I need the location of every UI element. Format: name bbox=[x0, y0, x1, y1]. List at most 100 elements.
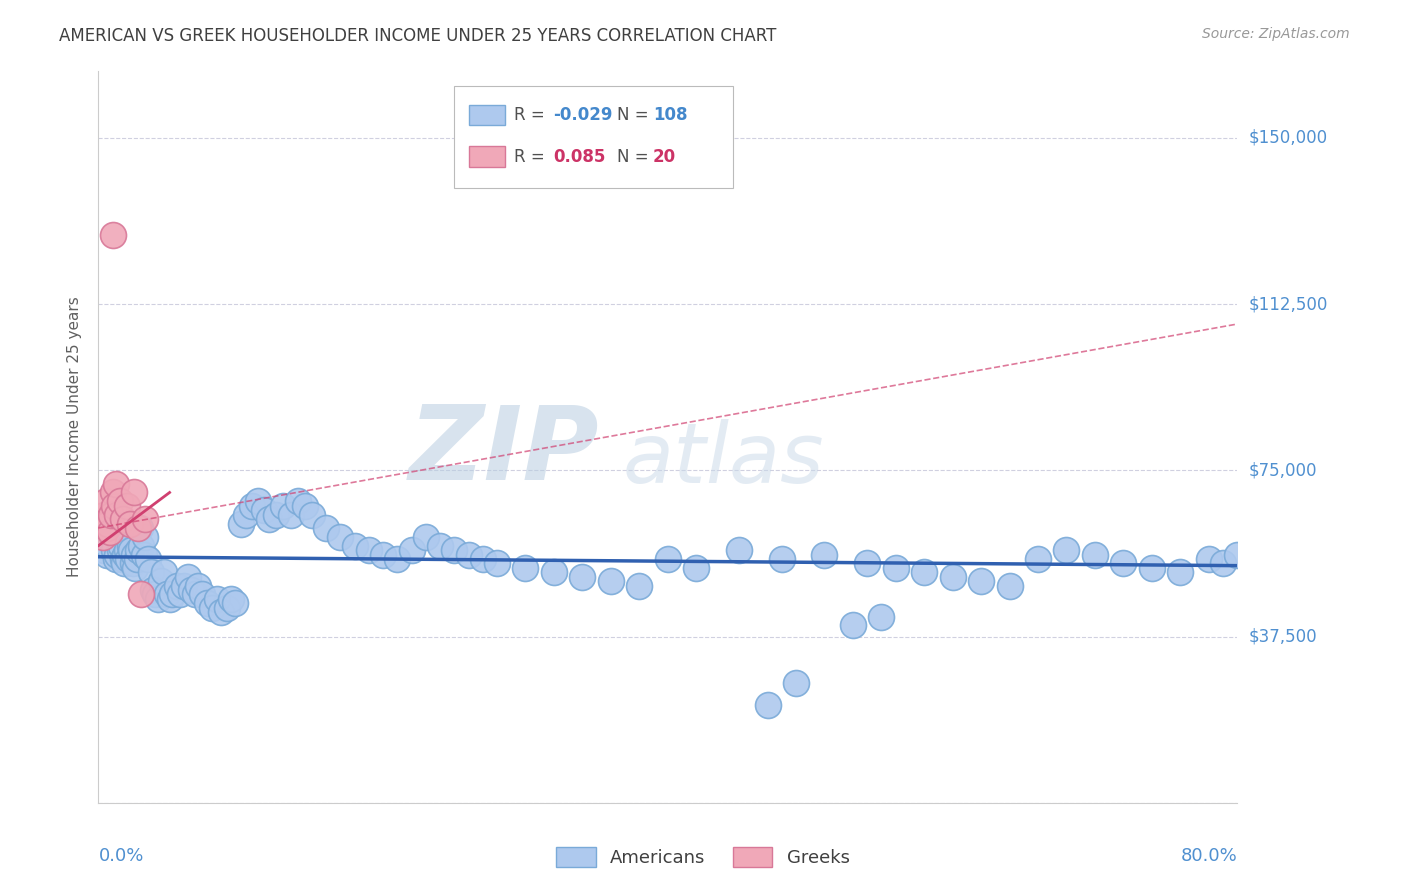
Text: N =: N = bbox=[617, 148, 659, 166]
Point bbox=[166, 578, 188, 592]
Point bbox=[229, 516, 252, 531]
Point bbox=[93, 543, 115, 558]
Point bbox=[105, 548, 128, 562]
Point bbox=[111, 552, 134, 566]
Point bbox=[357, 543, 380, 558]
Text: 108: 108 bbox=[652, 106, 688, 124]
Text: -0.029: -0.029 bbox=[553, 106, 613, 124]
Point bbox=[118, 516, 141, 531]
Point bbox=[115, 543, 138, 558]
Text: $112,500: $112,500 bbox=[1249, 295, 1327, 313]
Point bbox=[657, 552, 679, 566]
Point bbox=[180, 582, 202, 597]
Point bbox=[785, 676, 807, 690]
Point bbox=[486, 557, 509, 571]
Point bbox=[970, 574, 993, 589]
Text: $37,500: $37,500 bbox=[1249, 628, 1317, 646]
Point bbox=[387, 552, 409, 566]
Point bbox=[139, 566, 162, 580]
Point bbox=[101, 485, 124, 500]
Point bbox=[219, 591, 242, 606]
Point bbox=[246, 494, 269, 508]
Point bbox=[280, 508, 302, 522]
Point bbox=[301, 508, 323, 522]
Text: 0.085: 0.085 bbox=[553, 148, 605, 166]
Point bbox=[96, 548, 118, 562]
Point bbox=[187, 578, 209, 592]
Point bbox=[373, 548, 395, 562]
Text: $150,000: $150,000 bbox=[1249, 128, 1327, 147]
Point bbox=[159, 591, 181, 606]
Point bbox=[108, 494, 131, 508]
Point bbox=[343, 539, 366, 553]
Point bbox=[107, 530, 129, 544]
Point bbox=[215, 600, 238, 615]
Point bbox=[129, 587, 152, 601]
Point bbox=[870, 609, 893, 624]
Point bbox=[115, 499, 138, 513]
Point bbox=[628, 578, 651, 592]
Point bbox=[94, 494, 117, 508]
Point bbox=[145, 587, 167, 601]
Point bbox=[1140, 561, 1163, 575]
FancyBboxPatch shape bbox=[454, 86, 733, 188]
Text: N =: N = bbox=[617, 106, 654, 124]
Text: R =: R = bbox=[515, 148, 555, 166]
Point bbox=[127, 521, 149, 535]
Point bbox=[205, 591, 228, 606]
Point bbox=[443, 543, 465, 558]
Text: 80.0%: 80.0% bbox=[1181, 847, 1237, 864]
Point bbox=[111, 512, 134, 526]
Text: 20: 20 bbox=[652, 148, 676, 166]
Point bbox=[97, 516, 120, 531]
Point bbox=[329, 530, 352, 544]
Point bbox=[184, 587, 207, 601]
Point bbox=[294, 499, 316, 513]
Text: AMERICAN VS GREEK HOUSEHOLDER INCOME UNDER 25 YEARS CORRELATION CHART: AMERICAN VS GREEK HOUSEHOLDER INCOME UND… bbox=[59, 27, 776, 45]
Point bbox=[150, 574, 173, 589]
Point bbox=[515, 561, 537, 575]
Point bbox=[98, 521, 121, 535]
Point bbox=[96, 521, 118, 535]
Point bbox=[124, 561, 146, 575]
Point bbox=[134, 530, 156, 544]
Point bbox=[912, 566, 935, 580]
Point bbox=[122, 548, 145, 562]
Point bbox=[728, 543, 751, 558]
Point bbox=[128, 521, 150, 535]
Point bbox=[471, 552, 494, 566]
Point bbox=[100, 508, 122, 522]
Point bbox=[132, 548, 155, 562]
Point bbox=[842, 618, 865, 632]
Point bbox=[191, 587, 214, 601]
Point bbox=[98, 525, 121, 540]
Point bbox=[1112, 557, 1135, 571]
Text: R =: R = bbox=[515, 106, 550, 124]
Point bbox=[114, 548, 136, 562]
Point bbox=[121, 557, 143, 571]
Text: ZIP: ZIP bbox=[409, 401, 599, 502]
Point bbox=[756, 698, 779, 713]
Point bbox=[101, 228, 124, 243]
Text: $75,000: $75,000 bbox=[1249, 461, 1317, 479]
Point bbox=[117, 552, 139, 566]
Point bbox=[136, 552, 159, 566]
Point bbox=[156, 587, 179, 601]
Point bbox=[252, 503, 274, 517]
Point bbox=[104, 552, 127, 566]
Text: Source: ZipAtlas.com: Source: ZipAtlas.com bbox=[1202, 27, 1350, 41]
Point bbox=[101, 516, 124, 531]
Point bbox=[1026, 552, 1049, 566]
Point bbox=[770, 552, 793, 566]
Point bbox=[94, 530, 117, 544]
Point bbox=[685, 561, 707, 575]
Point bbox=[942, 570, 965, 584]
Bar bbox=[468, 146, 505, 167]
Point bbox=[1056, 543, 1078, 558]
Point bbox=[998, 578, 1021, 592]
Point bbox=[108, 543, 131, 558]
Point bbox=[127, 543, 149, 558]
Point bbox=[315, 521, 337, 535]
Point bbox=[884, 561, 907, 575]
Point bbox=[91, 530, 114, 544]
